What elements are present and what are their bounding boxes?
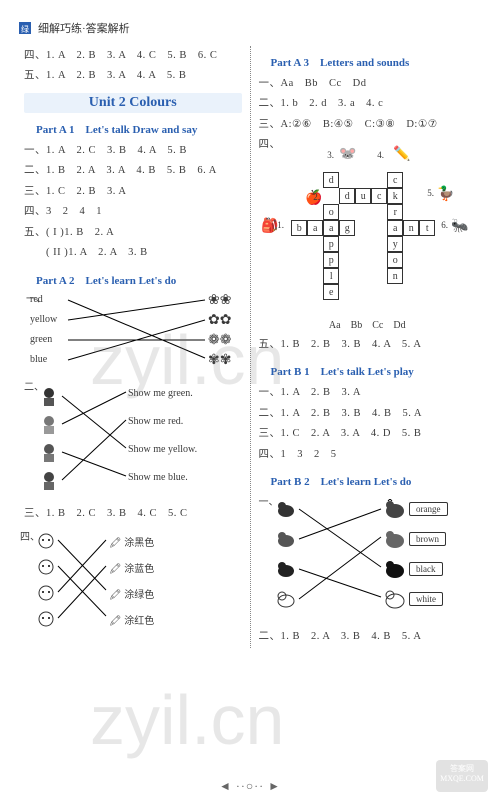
cw-cell: c <box>387 172 403 188</box>
cw-cell: y <box>387 236 403 252</box>
a1-line-4: 四、3 2 4 1 <box>24 202 242 222</box>
stamp-line-1: 答案网 <box>436 764 488 774</box>
match-lines-4 <box>263 493 500 643</box>
cw-num-2: 2. <box>313 192 320 202</box>
cw-cell: a <box>307 220 323 236</box>
part-a1-title: Part A 1 Let's talk Draw and say <box>36 121 242 137</box>
a3-line-1: 一、Aa Bb Cc Dd <box>259 74 477 94</box>
cw-cell: c <box>371 188 387 204</box>
cw-cell: t <box>419 220 435 236</box>
part-a3-title: Part A 3 Letters and sounds <box>271 54 477 70</box>
cw-cell: n <box>387 268 403 284</box>
cw-icon-bag: 🎒 <box>261 218 278 235</box>
footer-decoration: ◄ ··○·· ► <box>219 779 281 794</box>
header-logo-icon: 绿 <box>18 21 32 35</box>
cw-cell: a <box>387 220 403 236</box>
a3-line-3: 三、A:②⑥ B:④⑤ C:③⑧ D:①⑦ <box>259 115 477 135</box>
answer-row-4: 四、1. A 2. B 3. A 4. C 5. B 6. C <box>24 46 242 66</box>
cw-num-4: 4. <box>377 150 384 160</box>
answer-row-5: 五、1. A 2. B 3. A 4. A 5. B <box>24 66 242 86</box>
cw-cell: d <box>323 172 339 188</box>
cw-cell: b <box>291 220 307 236</box>
cw-num-1: 1. <box>277 220 284 230</box>
stamp-line-2: MXQE.COM <box>436 774 488 784</box>
a1-line-3: 三、1. C 2. B 3. A <box>24 182 242 202</box>
cw-cell: d <box>339 188 355 204</box>
a1-line-5b: ( II )1. A 2. A 3. B <box>24 243 242 263</box>
cw-icon-duck: 🦆 <box>437 186 454 203</box>
cw-cell: n <box>403 220 419 236</box>
match-chick-block: 一、 orange brown black white <box>263 493 477 623</box>
cw-icon-ant: 🐜 <box>451 218 468 235</box>
cw-num-6: 6. <box>441 220 448 230</box>
cw-cell: p <box>323 236 339 252</box>
cw-num-5: 5. <box>427 188 434 198</box>
cw-icon-mouse: 🐭 <box>339 146 356 163</box>
cw-cell: u <box>355 188 371 204</box>
unit-title: Unit 2 Colours <box>24 93 242 113</box>
page-root: 绿 细解巧练·答案解析 四、1. A 2. B 3. A 4. C 5. B 6… <box>0 0 500 658</box>
cw-cell: l <box>323 268 339 284</box>
a3-line-2: 二、1. b 2. d 3. a 4. c <box>259 94 477 114</box>
header-title: 细解巧练·答案解析 <box>38 20 130 36</box>
cw-icon-pencil: ✏️ <box>393 146 410 163</box>
cw-cell: k <box>387 188 403 204</box>
cw-num-3: 3. <box>327 150 334 160</box>
cw-cell: o <box>387 252 403 268</box>
source-stamp: 答案网 MXQE.COM <box>436 760 488 792</box>
cw-cell: r <box>387 204 403 220</box>
page-header: 绿 细解巧练·答案解析 <box>18 20 482 36</box>
crossword-grid: 🐭 ✏️ 🍎 🎒 🦆 🐜 1. 2. 3. 4. 5. 6. d u c k <box>267 160 467 310</box>
cw-cell: p <box>323 252 339 268</box>
cw-cell: a <box>323 220 339 236</box>
match-coloring-block: 四、 🖍 涂黑色 🖍 涂蓝色 🖍 涂绿色 🖍 涂红色 <box>24 528 242 634</box>
match-colors-block: 一、 red yellow green blue ❀❀ ✿✿ ❁❁ ✾✾ <box>30 292 242 376</box>
a3-line-4-prefix: 四、 <box>259 135 477 155</box>
watermark-2: zyil.cn <box>90 680 284 760</box>
cw-cell: g <box>339 220 355 236</box>
a1-line-5a: 五、( I )1. B 2. A <box>24 223 242 243</box>
cw-cell: e <box>323 284 339 300</box>
two-column-layout: 四、1. A 2. B 3. A 4. C 5. B 6. C 五、1. A 2… <box>18 46 482 648</box>
cw-cell: o <box>323 204 339 220</box>
a1-line-1: 一、1. A 2. C 3. B 4. A 5. B <box>24 141 242 161</box>
svg-text:绿: 绿 <box>21 25 29 34</box>
a1-line-2: 二、1. B 2. A 3. A 4. B 5. B 6. A <box>24 161 242 181</box>
match-showme-block: 二、 Show me green. Show me red. Show me y… <box>28 380 242 500</box>
left-column: 四、1. A 2. B 3. A 4. C 5. B 6. C 五、1. A 2… <box>18 46 248 648</box>
part-a2-title: Part A 2 Let's learn Let's do <box>36 272 242 288</box>
